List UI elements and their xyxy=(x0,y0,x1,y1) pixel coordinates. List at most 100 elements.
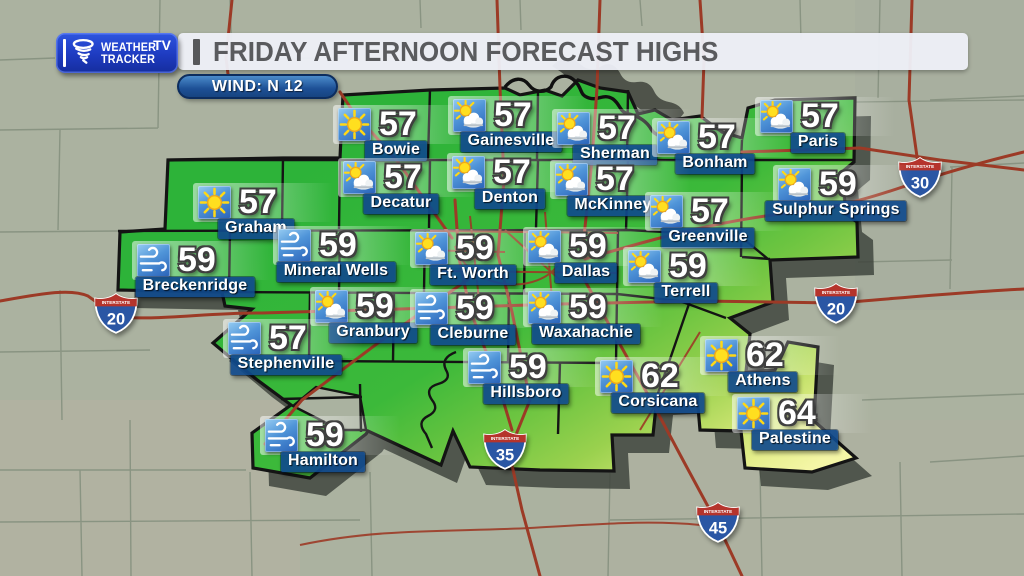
windy-icon xyxy=(228,322,261,355)
city-name-badge: Mineral Wells xyxy=(276,262,396,282)
city-forecast: 57 Denton xyxy=(447,153,587,209)
temperature-value: 57 xyxy=(493,153,531,191)
title-bar: | FRIDAY AFTERNOON FORECAST HIGHS xyxy=(178,33,968,70)
partly-cloudy-icon xyxy=(453,99,486,132)
city-forecast: 59 Hamilton xyxy=(260,416,400,472)
logo-line-tracker: TRACKER xyxy=(100,52,155,66)
temperature-value: 59 xyxy=(569,227,607,265)
partly-cloudy-icon xyxy=(657,121,690,154)
city-forecast: 62 Athens xyxy=(700,336,840,392)
windy-icon xyxy=(415,292,448,325)
interstate-caption: INTERSTATE xyxy=(704,509,732,514)
city-name-badge: Gainesville xyxy=(460,132,562,152)
city-name-badge: Bonham xyxy=(675,154,755,174)
interstate-caption: INTERSTATE xyxy=(102,300,130,305)
partly-cloudy-icon xyxy=(415,232,448,265)
station-logo: WEATHER TRACKER TV xyxy=(56,33,178,73)
city-name-badge: Greenville xyxy=(661,228,755,248)
partly-cloudy-icon xyxy=(760,100,793,133)
temperature-value: 59 xyxy=(569,288,607,326)
partly-cloudy-icon xyxy=(557,112,590,145)
partly-cloudy-icon xyxy=(528,230,561,263)
city-name-badge: Waxahachie xyxy=(532,324,640,344)
sunny-icon xyxy=(600,360,633,393)
city-name-badge: Stephenville xyxy=(230,355,342,375)
city-forecast: 59 Hillsboro xyxy=(463,348,603,404)
city-forecast: 57 McKinney xyxy=(550,160,690,216)
windy-icon xyxy=(265,419,298,452)
interstate-number: 20 xyxy=(827,300,845,318)
tornado-icon xyxy=(70,37,98,70)
city-name-badge: Athens xyxy=(728,372,798,392)
city-name-badge: Terrell xyxy=(654,283,718,303)
temperature-value: 59 xyxy=(509,348,547,386)
logo-brand-text: WEATHER TRACKER xyxy=(100,40,156,66)
city-name-badge: Hamilton xyxy=(280,452,366,472)
temperature-value: 59 xyxy=(669,247,707,285)
temperature-value: 57 xyxy=(596,160,634,198)
temperature-value: 57 xyxy=(269,319,307,357)
temperature-value: 59 xyxy=(356,287,394,325)
temperature-value: 57 xyxy=(801,97,839,135)
interstate-caption: INTERSTATE xyxy=(906,164,934,169)
interstate-number: 45 xyxy=(709,519,727,537)
temperature-value: 57 xyxy=(384,158,422,196)
wind-indicator: WIND: N 12 xyxy=(177,74,338,99)
temperature-value: 59 xyxy=(456,229,494,267)
city-name-badge: Ft. Worth xyxy=(430,265,516,285)
temperature-value: 59 xyxy=(819,165,857,203)
partly-cloudy-icon xyxy=(628,250,661,283)
temperature-value: 57 xyxy=(239,183,277,221)
city-forecast: 59 Waxahachie xyxy=(523,288,663,344)
city-forecast: 57 Stephenville xyxy=(223,319,363,375)
city-name-badge: Dallas xyxy=(554,263,618,283)
city-forecast: 64 Palestine xyxy=(732,394,872,450)
page-title: FRIDAY AFTERNOON FORECAST HIGHS xyxy=(213,35,719,67)
interstate-number: 30 xyxy=(911,174,929,192)
sunny-icon xyxy=(737,397,770,430)
city-name-badge: Palestine xyxy=(751,430,839,450)
temperature-value: 59 xyxy=(306,416,344,454)
city-name-badge: Cleburne xyxy=(430,325,516,345)
sunny-icon xyxy=(338,108,371,141)
city-name-badge: Breckenridge xyxy=(135,277,255,297)
city-name-badge: Denton xyxy=(474,189,546,209)
city-forecast: 59 Terrell xyxy=(623,247,763,303)
temperature-value: 57 xyxy=(598,109,636,147)
temperature-value: 57 xyxy=(698,118,736,156)
city-forecast: 57 Graham xyxy=(193,183,333,239)
windy-icon xyxy=(468,351,501,384)
city-forecast: 57 Paris xyxy=(755,97,895,153)
interstate-shield: INTERSTATE 35 xyxy=(482,428,528,476)
title-divider: | xyxy=(193,38,200,65)
interstate-number: 35 xyxy=(496,446,514,464)
city-name-badge: Hillsboro xyxy=(483,384,569,404)
temperature-value: 57 xyxy=(379,105,417,143)
city-name-badge: Sulphur Springs xyxy=(765,201,907,221)
interstate-shield: INTERSTATE 45 xyxy=(695,501,741,549)
logo-tv-text: TV xyxy=(153,37,171,53)
sunny-icon xyxy=(198,186,231,219)
partly-cloudy-icon xyxy=(452,156,485,189)
temperature-value: 57 xyxy=(691,192,729,230)
temperature-value: 57 xyxy=(494,96,532,134)
partly-cloudy-icon xyxy=(650,195,683,228)
partly-cloudy-icon xyxy=(315,290,348,323)
temperature-value: 62 xyxy=(746,336,784,374)
river-border xyxy=(420,350,457,449)
windy-icon xyxy=(137,244,170,277)
city-forecast: 59 Sulphur Springs xyxy=(765,165,913,221)
partly-cloudy-icon xyxy=(778,168,811,201)
temperature-value: 64 xyxy=(778,394,816,432)
sunny-icon xyxy=(705,339,738,372)
partly-cloudy-icon xyxy=(343,161,376,194)
partly-cloudy-icon xyxy=(528,291,561,324)
city-name-badge: Bowie xyxy=(364,141,428,161)
city-name-badge: McKinney xyxy=(567,196,659,216)
logo-accent-bar xyxy=(63,39,66,67)
temperature-value: 59 xyxy=(178,241,216,279)
city-forecast: 59 Breckenridge xyxy=(132,241,272,297)
city-name-badge: Decatur xyxy=(363,194,439,214)
windy-icon xyxy=(278,229,311,262)
